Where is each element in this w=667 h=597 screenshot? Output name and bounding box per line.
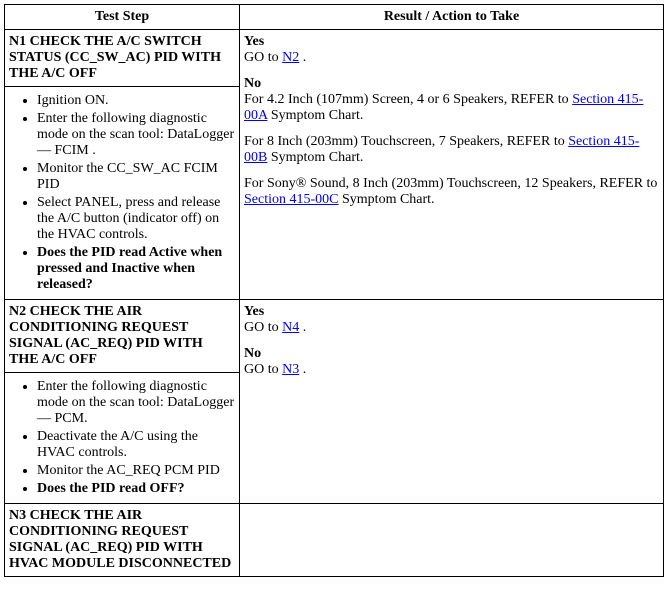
n1-yes-prefix: GO to bbox=[244, 50, 282, 65]
header-row: Test Step Result / Action to Take bbox=[5, 5, 664, 30]
n2-no-suffix: . bbox=[299, 362, 306, 377]
row-n3-title: N3 CHECK THE AIR CONDITIONING REQUEST SI… bbox=[5, 504, 664, 577]
n1-yes-label: Yes bbox=[244, 34, 659, 50]
n1-yes-action: GO to N2 . bbox=[244, 50, 659, 66]
link-n3[interactable]: N3 bbox=[282, 362, 299, 377]
link-section-415-00c[interactable]: Section 415-00C bbox=[244, 192, 339, 207]
n3-result-cell bbox=[240, 504, 664, 577]
n1-no-line2-prefix: For 8 Inch (203mm) Touchscreen, 7 Speake… bbox=[244, 134, 568, 149]
list-item: Enter the following diagnostic mode on t… bbox=[37, 111, 235, 159]
n3-title: N3 CHECK THE AIR CONDITIONING REQUEST SI… bbox=[5, 504, 240, 577]
n1-yes-suffix: . bbox=[299, 50, 306, 65]
n2-result-cell: Yes GO to N4 . No GO to N3 . bbox=[240, 300, 664, 504]
list-item: Enter the following diagnostic mode on t… bbox=[37, 379, 235, 427]
n2-no-action: GO to N3 . bbox=[244, 362, 659, 378]
n1-no-line1: For 4.2 Inch (107mm) Screen, 4 or 6 Spea… bbox=[244, 92, 659, 124]
n2-steps-cell: Enter the following diagnostic mode on t… bbox=[5, 373, 240, 504]
n2-no-prefix: GO to bbox=[244, 362, 282, 377]
n2-question: Does the PID read OFF? bbox=[37, 481, 235, 497]
header-test-step: Test Step bbox=[5, 5, 240, 30]
row-n2-title: N2 CHECK THE AIR CONDITIONING REQUEST SI… bbox=[5, 300, 664, 373]
list-item: Ignition ON. bbox=[37, 93, 235, 109]
n2-title: N2 CHECK THE AIR CONDITIONING REQUEST SI… bbox=[5, 300, 240, 373]
n1-no-label: No bbox=[244, 76, 659, 92]
list-item: Monitor the CC_SW_AC FCIM PID bbox=[37, 161, 235, 193]
link-n2[interactable]: N2 bbox=[282, 50, 299, 65]
n1-no-line1-prefix: For 4.2 Inch (107mm) Screen, 4 or 6 Spea… bbox=[244, 92, 572, 107]
n2-yes-label: Yes bbox=[244, 304, 659, 320]
n2-yes-prefix: GO to bbox=[244, 320, 282, 335]
diagnostic-table: Test Step Result / Action to Take N1 CHE… bbox=[4, 4, 664, 577]
n2-bullets: Enter the following diagnostic mode on t… bbox=[9, 379, 235, 497]
n1-no-line2: For 8 Inch (203mm) Touchscreen, 7 Speake… bbox=[244, 134, 659, 166]
n1-title: N1 CHECK THE A/C SWITCH STATUS (CC_SW_AC… bbox=[5, 30, 240, 87]
n1-question: Does the PID read Active when pressed an… bbox=[37, 245, 235, 293]
n1-no-line3-prefix: For Sony® Sound, 8 Inch (203mm) Touchscr… bbox=[244, 176, 657, 191]
list-item: Select PANEL, press and release the A/C … bbox=[37, 195, 235, 243]
n2-yes-action: GO to N4 . bbox=[244, 320, 659, 336]
n1-result-cell: Yes GO to N2 . No For 4.2 Inch (107mm) S… bbox=[240, 30, 664, 300]
n2-no-label: No bbox=[244, 346, 659, 362]
list-item: Monitor the AC_REQ PCM PID bbox=[37, 463, 235, 479]
row-n1-title: N1 CHECK THE A/C SWITCH STATUS (CC_SW_AC… bbox=[5, 30, 664, 87]
n1-no-line3-suffix: Symptom Chart. bbox=[339, 192, 435, 207]
n1-steps-cell: Ignition ON. Enter the following diagnos… bbox=[5, 87, 240, 300]
header-result: Result / Action to Take bbox=[240, 5, 664, 30]
n1-bullets: Ignition ON. Enter the following diagnos… bbox=[9, 93, 235, 293]
n1-no-line1-suffix: Symptom Chart. bbox=[267, 108, 363, 123]
n2-yes-suffix: . bbox=[299, 320, 306, 335]
n1-no-line3: For Sony® Sound, 8 Inch (203mm) Touchscr… bbox=[244, 176, 659, 208]
list-item: Deactivate the A/C using the HVAC contro… bbox=[37, 429, 235, 461]
n1-no-line2-suffix: Symptom Chart. bbox=[267, 150, 363, 165]
link-n4[interactable]: N4 bbox=[282, 320, 299, 335]
